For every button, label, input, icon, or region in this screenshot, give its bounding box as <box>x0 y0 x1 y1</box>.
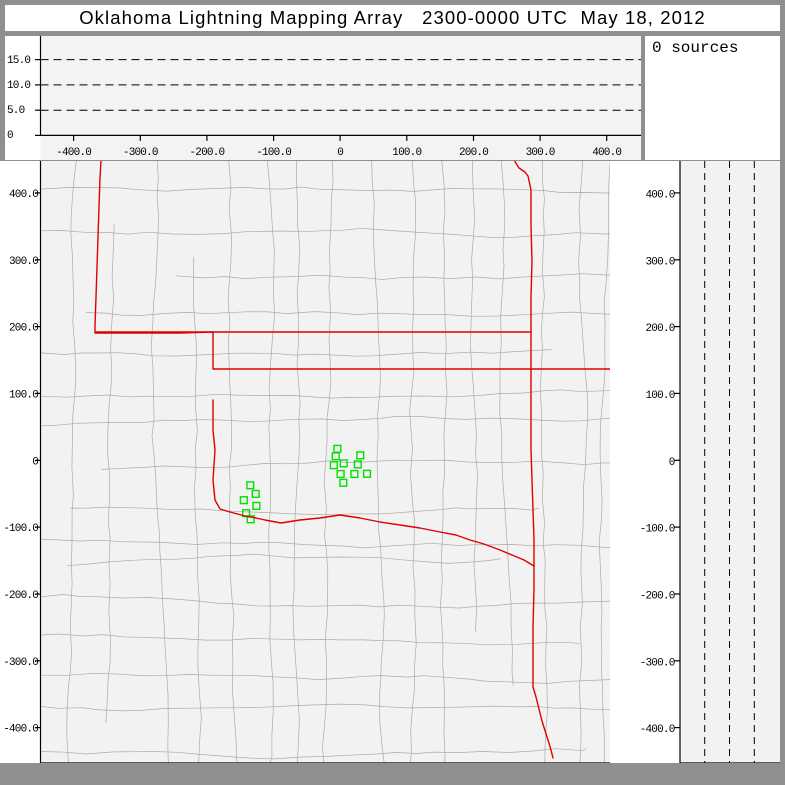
svg-text:100.0: 100.0 <box>392 147 421 159</box>
svg-text:-200.0: -200.0 <box>189 147 224 159</box>
svg-text:-100.0: -100.0 <box>3 523 38 535</box>
svg-text:400.0: 400.0 <box>9 189 38 201</box>
svg-text:300.0: 300.0 <box>9 256 38 268</box>
svg-text:-200.0: -200.0 <box>3 590 38 602</box>
svg-text:300.0: 300.0 <box>526 147 555 159</box>
svg-text:300.0: 300.0 <box>645 256 674 268</box>
svg-text:15.0: 15.0 <box>7 55 30 67</box>
svg-text:-300.0: -300.0 <box>3 657 38 669</box>
svg-text:0: 0 <box>7 130 13 142</box>
svg-text:-400.0: -400.0 <box>56 147 91 159</box>
svg-text:-300.0: -300.0 <box>123 147 158 159</box>
svg-text:-400.0: -400.0 <box>640 724 675 736</box>
svg-text:-100.0: -100.0 <box>640 524 675 536</box>
svg-text:200.0: 200.0 <box>459 147 488 159</box>
svg-text:-100.0: -100.0 <box>256 147 291 159</box>
svg-text:-200.0: -200.0 <box>640 591 675 603</box>
svg-text:200.0: 200.0 <box>9 323 38 335</box>
svg-text:100.0: 100.0 <box>645 390 674 402</box>
svg-text:400.0: 400.0 <box>645 189 674 201</box>
svg-text:0: 0 <box>337 147 343 159</box>
svg-text:-300.0: -300.0 <box>640 657 675 669</box>
svg-text:100.0: 100.0 <box>9 389 38 401</box>
svg-text:-400.0: -400.0 <box>3 724 38 736</box>
svg-text:0: 0 <box>669 457 675 469</box>
svg-text:5.0: 5.0 <box>7 105 25 117</box>
svg-text:10.0: 10.0 <box>7 80 30 92</box>
svg-text:0: 0 <box>32 456 38 468</box>
svg-text:200.0: 200.0 <box>645 323 674 335</box>
svg-text:400.0: 400.0 <box>592 147 621 159</box>
